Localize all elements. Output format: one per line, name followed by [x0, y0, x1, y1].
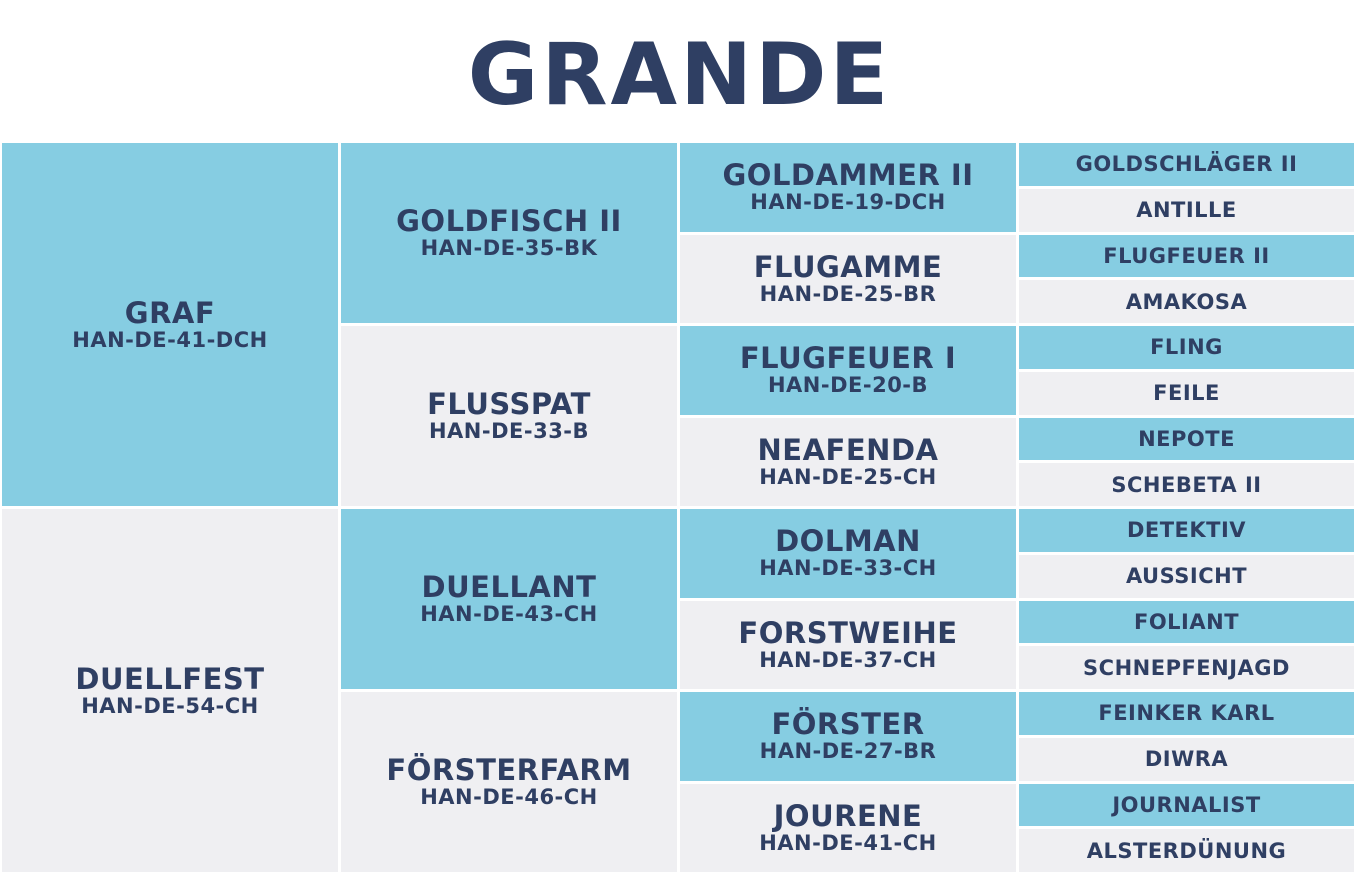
- pedigree-chart: GRAF HAN-DE-41-DCH DUELLFEST HAN-DE-54-C…: [2, 143, 1357, 872]
- great-grandparent-cell: DOLMAN HAN-DE-33-CH: [680, 509, 1016, 598]
- gg-grandparent-cell: FEINKER KARL: [1019, 692, 1354, 735]
- great-grandparent-cell: FORSTWEIHE HAN-DE-37-CH: [680, 600, 1016, 689]
- great-grandparent-cell: FLUGAMME HAN-DE-25-BR: [680, 234, 1016, 323]
- gg-grandparent-name: NEPOTE: [1138, 426, 1235, 451]
- gg-grandparent-cell: SCHEBETA II: [1019, 463, 1354, 506]
- grandparent-cell: FÖRSTERFARM HAN-DE-46-CH: [341, 692, 677, 872]
- great-grandparent-name: DOLMAN: [775, 524, 921, 559]
- page-title: GRANDE: [467, 25, 892, 125]
- sire-reg: HAN-DE-41-DCH: [72, 327, 268, 352]
- grandparent-name: DUELLANT: [421, 570, 597, 604]
- gg-grandparent-name: FLING: [1150, 335, 1223, 360]
- grandparent-name: FLUSSPAT: [427, 387, 591, 421]
- great-grandparent-reg: HAN-DE-41-CH: [759, 830, 937, 855]
- gg-grandparent-name: SCHNEPFENJAGD: [1083, 655, 1290, 680]
- great-grandparent-name: FORSTWEIHE: [738, 615, 958, 650]
- gg-grandparent-cell: DIWRA: [1019, 737, 1354, 781]
- gg-grandparent-name: FLUGFEUER II: [1103, 243, 1270, 268]
- gg-grandparent-name: GOLDSCHLÄGER II: [1075, 152, 1298, 177]
- great-grandparent-reg: HAN-DE-33-CH: [759, 556, 937, 581]
- grandparent-cell: FLUSSPAT HAN-DE-33-B: [341, 326, 677, 506]
- great-grandparent-cell: GOLDAMMER II HAN-DE-19-DCH: [680, 143, 1016, 232]
- gg-grandparent-cell: NEPOTE: [1019, 417, 1354, 461]
- great-grandparent-cell: JOURENE HAN-DE-41-CH: [680, 783, 1016, 872]
- gg-grandparent-cell: FLING: [1019, 326, 1354, 369]
- gg-grandparent-cell: SCHNEPFENJAGD: [1019, 646, 1354, 689]
- great-grandparent-name: JOURENE: [773, 798, 923, 833]
- gg-grandparent-name: ALSTERDÜNUNG: [1086, 838, 1287, 863]
- dam-reg: HAN-DE-54-CH: [81, 693, 259, 718]
- gg-grandparent-cell: FEILE: [1019, 371, 1354, 415]
- gg-grandparent-name: FEILE: [1153, 381, 1220, 406]
- great-grandparent-reg: HAN-DE-25-CH: [759, 464, 937, 489]
- sire-name: GRAF: [124, 295, 216, 330]
- gg-grandparent-cell: ALSTERDÜNUNG: [1019, 829, 1354, 872]
- great-grandparent-name: FÖRSTER: [771, 707, 925, 742]
- gg-grandparent-cell: FOLIANT: [1019, 600, 1354, 644]
- gg-grandparent-cell: AUSSICHT: [1019, 554, 1354, 598]
- gg-grandparent-name: AMAKOSA: [1125, 289, 1248, 314]
- great-grandparent-reg: HAN-DE-27-BR: [759, 739, 937, 764]
- gg-grandparent-name: FEINKER KARL: [1098, 701, 1275, 726]
- gg-grandparent-name: FOLIANT: [1133, 609, 1240, 634]
- great-grandparent-reg: HAN-DE-37-CH: [759, 647, 937, 672]
- great-grandparent-name: FLUGAMME: [753, 249, 943, 284]
- great-grandparent-cell: NEAFENDA HAN-DE-25-CH: [680, 417, 1016, 506]
- great-grandparent-name: GOLDAMMER II: [722, 158, 974, 193]
- gg-grandparent-name: ANTILLE: [1136, 198, 1237, 223]
- gg-grandparent-cell: ANTILLE: [1019, 188, 1354, 232]
- dam-cell: DUELLFEST HAN-DE-54-CH: [2, 509, 338, 872]
- grandparent-reg: HAN-DE-35-BK: [420, 236, 598, 260]
- grandparent-reg: HAN-DE-43-CH: [420, 602, 598, 626]
- grandparent-name: GOLDFISCH II: [396, 204, 622, 238]
- great-grandparent-cell: FLUGFEUER I HAN-DE-20-B: [680, 326, 1016, 415]
- great-grandparent-name: FLUGFEUER I: [739, 341, 957, 376]
- gg-grandparent-name: DIWRA: [1144, 747, 1229, 772]
- grandparent-name: FÖRSTERFARM: [386, 753, 632, 787]
- sire-cell: GRAF HAN-DE-41-DCH: [2, 143, 338, 506]
- gg-grandparent-cell: FLUGFEUER II: [1019, 234, 1354, 278]
- grandparent-reg: HAN-DE-46-CH: [420, 785, 598, 809]
- gg-grandparent-name: AUSSICHT: [1125, 564, 1248, 589]
- great-grandparent-reg: HAN-DE-20-B: [767, 373, 929, 398]
- dam-name: DUELLFEST: [75, 661, 265, 696]
- gg-grandparent-cell: DETEKTIV: [1019, 509, 1354, 552]
- gg-grandparent-name: JOURNALIST: [1112, 792, 1261, 817]
- grandparent-cell: DUELLANT HAN-DE-43-CH: [341, 509, 677, 689]
- great-grandparent-reg: HAN-DE-25-BR: [759, 281, 937, 306]
- gg-grandparent-cell: JOURNALIST: [1019, 783, 1354, 827]
- great-grandparent-cell: FÖRSTER HAN-DE-27-BR: [680, 692, 1016, 781]
- gg-grandparent-cell: GOLDSCHLÄGER II: [1019, 143, 1354, 186]
- great-grandparent-reg: HAN-DE-19-DCH: [750, 190, 946, 215]
- gg-grandparent-name: DETEKTIV: [1126, 518, 1247, 543]
- great-grandparent-name: NEAFENDA: [757, 432, 939, 467]
- grandparent-cell: GOLDFISCH II HAN-DE-35-BK: [341, 143, 677, 323]
- gg-grandparent-cell: AMAKOSA: [1019, 280, 1354, 323]
- gg-grandparent-name: SCHEBETA II: [1111, 472, 1262, 497]
- grandparent-reg: HAN-DE-33-B: [428, 419, 590, 443]
